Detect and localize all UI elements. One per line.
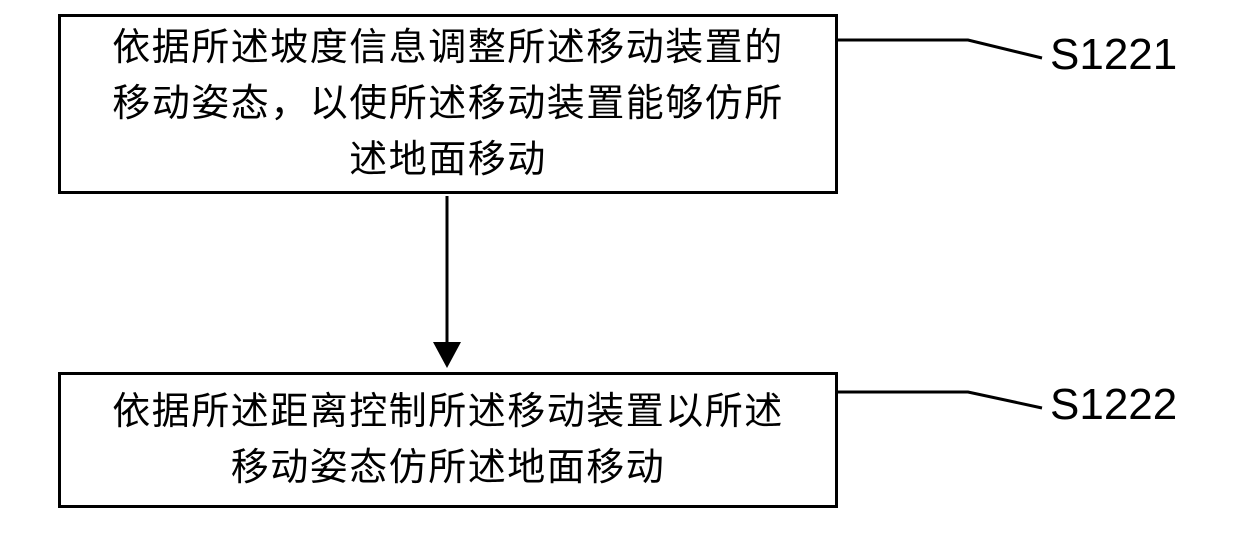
flow-step-2: 依据所述距离控制所述移动装置以所述 移动姿态仿所述地面移动: [58, 372, 838, 508]
diagram-canvas: { "canvas": { "width": 1240, "height": 5…: [0, 0, 1240, 534]
flow-step-1-text: 依据所述坡度信息调整所述移动装置的 移动姿态，以使所述移动装置能够仿所 述地面移…: [112, 20, 784, 188]
step-id-label-s1222: S1222: [1050, 380, 1177, 430]
leader-line-s1222: [838, 392, 1042, 408]
flow-step-2-text: 依据所述距离控制所述移动装置以所述 移动姿态仿所述地面移动: [112, 384, 784, 496]
arrow-step1-to-step2: [433, 196, 461, 368]
leader-line-s1221: [838, 40, 1042, 58]
step-id-label-s1221: S1221: [1050, 30, 1177, 80]
flow-step-1: 依据所述坡度信息调整所述移动装置的 移动姿态，以使所述移动装置能够仿所 述地面移…: [58, 14, 838, 194]
